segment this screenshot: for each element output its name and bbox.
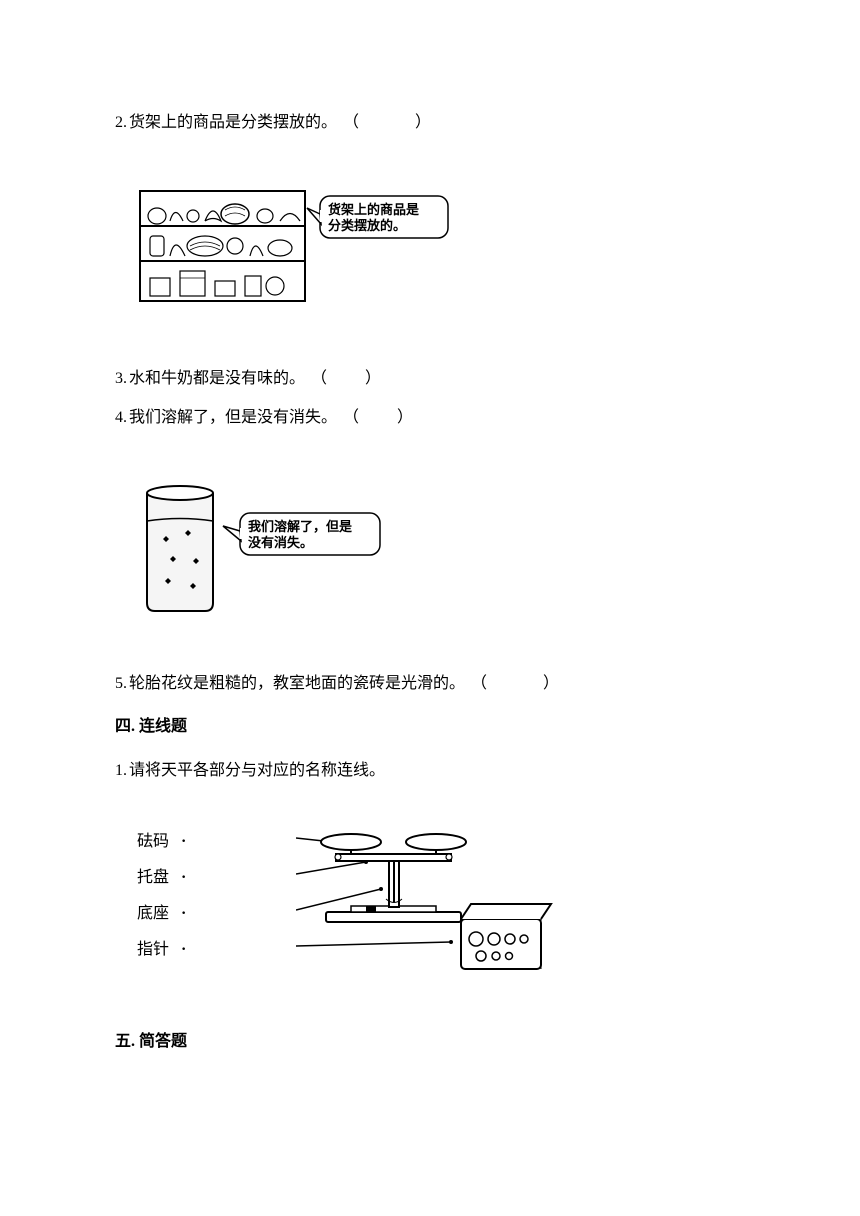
q2-paren[interactable]: （ ） bbox=[343, 110, 433, 136]
matching-figure: 砝码 · 托盘 · 底座 · 指针 · bbox=[137, 824, 745, 979]
question-3: 3. 水和牛奶都是没有味的。 （ ） bbox=[115, 366, 745, 392]
svg-text:货架上的商品是: 货架上的商品是 bbox=[328, 202, 420, 217]
balance-scale-diagram bbox=[296, 824, 556, 979]
s4-num: 四. bbox=[115, 718, 135, 735]
svg-text:我们溶解了，但是: 我们溶解了，但是 bbox=[248, 519, 353, 534]
q4-paren[interactable]: （ ） bbox=[343, 405, 415, 431]
section-4-q1: 1. 请将天平各部分与对应的名称连线。 bbox=[115, 758, 745, 784]
s4q1-num: 1. bbox=[115, 758, 127, 784]
q5-text: 轮胎花纹是粗糙的，教室地面的瓷砖是光滑的。 bbox=[129, 671, 465, 697]
q2-num: 2. bbox=[115, 110, 127, 136]
q3-paren[interactable]: （ ） bbox=[311, 366, 383, 392]
label-pointer: 指针 · bbox=[137, 932, 186, 968]
glass-figure: 我们溶解了，但是 没有消失。 bbox=[135, 481, 745, 621]
svg-text:没有消失。: 没有消失。 bbox=[248, 535, 313, 550]
label-weight: 砝码 · bbox=[137, 824, 186, 860]
svg-text:分类摆放的。: 分类摆放的。 bbox=[328, 218, 406, 233]
matching-labels: 砝码 · 托盘 · 底座 · 指针 · bbox=[137, 824, 186, 968]
label-pan: 托盘 · bbox=[137, 860, 186, 896]
s4q1-text: 请将天平各部分与对应的名称连线。 bbox=[129, 758, 385, 784]
s5-title: 简答题 bbox=[139, 1033, 187, 1050]
q5-paren[interactable]: （ ） bbox=[471, 671, 561, 697]
q3-text: 水和牛奶都是没有味的。 bbox=[129, 366, 305, 392]
question-5: 5. 轮胎花纹是粗糙的，教室地面的瓷砖是光滑的。 （ ） bbox=[115, 671, 745, 697]
q4-num: 4. bbox=[115, 405, 127, 431]
q3-num: 3. bbox=[115, 366, 127, 392]
label-base: 底座 · bbox=[137, 896, 186, 932]
s4-title: 连线题 bbox=[139, 718, 187, 735]
s5-num: 五. bbox=[115, 1033, 135, 1050]
q4-text: 我们溶解了，但是没有消失。 bbox=[129, 405, 337, 431]
question-2: 2. 货架上的商品是分类摆放的。 （ ） bbox=[115, 110, 745, 136]
section-5-heading: 五. 简答题 bbox=[115, 1029, 745, 1055]
q2-text: 货架上的商品是分类摆放的。 bbox=[129, 110, 337, 136]
shelf-figure: 货架上的商品是 分类摆放的。 bbox=[135, 186, 745, 316]
section-4-heading: 四. 连线题 bbox=[115, 714, 745, 740]
question-4: 4. 我们溶解了，但是没有消失。 （ ） bbox=[115, 405, 745, 431]
q5-num: 5. bbox=[115, 671, 127, 697]
